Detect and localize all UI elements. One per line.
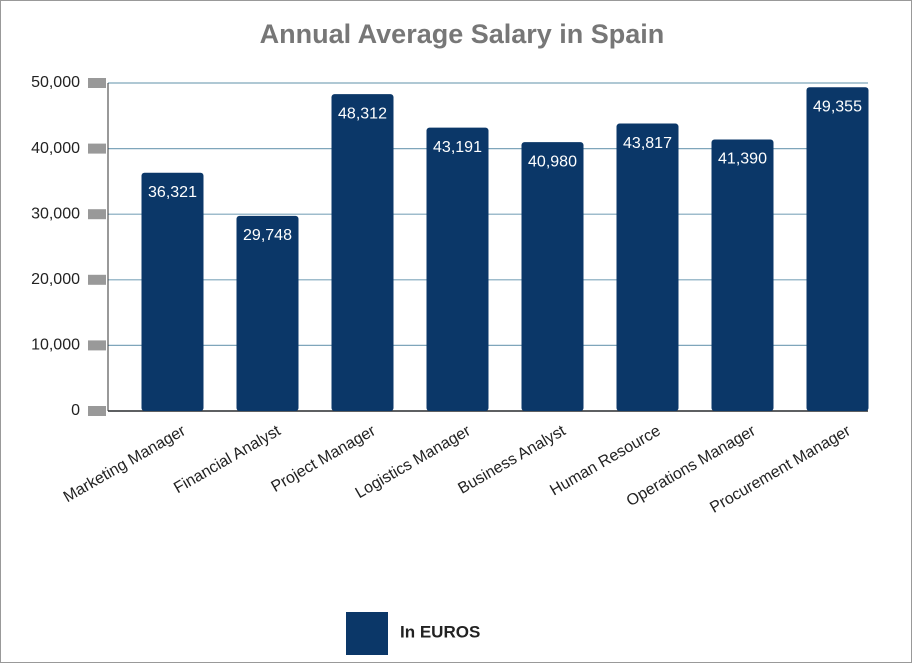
y-tick-label: 10,000 <box>31 337 80 354</box>
y-tick-mark <box>88 274 106 285</box>
value-label: 43,817 <box>623 135 672 152</box>
bar <box>426 127 489 411</box>
bar <box>711 139 774 411</box>
y-tick-mark <box>88 406 106 416</box>
bar <box>806 87 869 411</box>
value-label: 40,980 <box>528 153 577 170</box>
bar <box>521 142 584 411</box>
legend-label: In EUROS <box>400 622 480 641</box>
y-tick-label: 30,000 <box>31 205 80 222</box>
legend-swatch <box>346 612 388 655</box>
chart-title: Annual Average Salary in Spain <box>260 19 665 49</box>
bar <box>331 94 394 412</box>
value-label: 49,355 <box>813 98 862 115</box>
value-label: 36,321 <box>148 184 197 201</box>
value-label: 43,191 <box>433 139 482 156</box>
value-label: 41,390 <box>718 151 767 168</box>
y-tick-label: 20,000 <box>31 271 80 288</box>
y-tick-label: 40,000 <box>31 140 80 157</box>
bar <box>616 123 679 411</box>
y-tick-mark <box>88 143 106 154</box>
y-tick-mark <box>88 78 106 88</box>
value-label: 29,748 <box>243 227 292 244</box>
y-tick-mark <box>88 340 106 351</box>
y-tick-label: 0 <box>71 402 80 419</box>
y-tick-label: 50,000 <box>31 74 80 91</box>
y-tick-mark <box>88 209 106 220</box>
value-label: 48,312 <box>338 105 387 122</box>
bar <box>141 172 204 411</box>
bar <box>236 215 299 411</box>
